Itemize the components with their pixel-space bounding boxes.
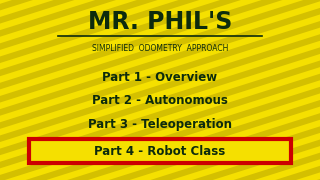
Text: Part 3 - Teleoperation: Part 3 - Teleoperation (88, 118, 232, 131)
Polygon shape (317, 0, 320, 180)
FancyBboxPatch shape (29, 139, 291, 163)
Text: Part 1 - Overview: Part 1 - Overview (102, 71, 218, 84)
Text: SIMPLIFIED  ODOMETRY  APPROACH: SIMPLIFIED ODOMETRY APPROACH (92, 44, 228, 53)
Text: MR. PHIL'S: MR. PHIL'S (88, 10, 232, 34)
Polygon shape (0, 0, 33, 180)
Polygon shape (192, 0, 320, 180)
Polygon shape (67, 0, 320, 180)
Polygon shape (0, 0, 116, 180)
Polygon shape (0, 0, 283, 180)
Polygon shape (275, 0, 320, 180)
Polygon shape (150, 0, 320, 180)
Polygon shape (109, 0, 320, 180)
Text: Part 2 - Autonomous: Part 2 - Autonomous (92, 94, 228, 107)
Text: Part 4 - Robot Class: Part 4 - Robot Class (94, 145, 226, 158)
Polygon shape (234, 0, 320, 180)
Polygon shape (0, 0, 75, 180)
Polygon shape (0, 0, 241, 180)
Polygon shape (0, 0, 199, 180)
Polygon shape (26, 0, 320, 180)
Polygon shape (0, 0, 158, 180)
